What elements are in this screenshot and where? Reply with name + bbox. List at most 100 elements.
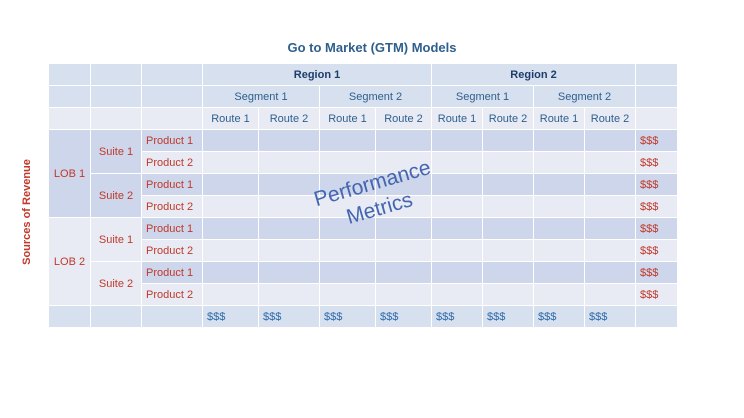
metric-cell bbox=[202, 261, 259, 284]
column-total: $$$ bbox=[258, 305, 320, 328]
suite-label: Suite 2 bbox=[90, 173, 142, 218]
metric-cell bbox=[482, 283, 535, 306]
empty-cell bbox=[90, 85, 142, 108]
product-row: LOB 1 Suite 1 Product 1 $$$ bbox=[48, 129, 679, 218]
metric-cell bbox=[431, 239, 484, 262]
empty-cell bbox=[635, 85, 679, 108]
product-row: Product 2 $$$ bbox=[48, 239, 679, 262]
region-1-header: Region 1 bbox=[201, 63, 433, 86]
segment-header: Segment 1 bbox=[431, 85, 535, 108]
metric-cell bbox=[258, 283, 320, 306]
metric-cell bbox=[202, 129, 259, 152]
metric-cell bbox=[202, 151, 259, 174]
product-row: Suite 2 Product 1 $$$ bbox=[48, 173, 679, 218]
suite-label: Suite 1 bbox=[90, 217, 142, 262]
segment-header: Segment 1 bbox=[202, 85, 320, 108]
segment-header: Segment 2 bbox=[533, 85, 637, 108]
column-total: $$$ bbox=[202, 305, 259, 328]
route-header: Route 1 bbox=[202, 107, 259, 130]
metric-cell bbox=[258, 151, 320, 174]
gtm-matrix: Region 1 Region 2 Segment 1 Segment 2 Se… bbox=[48, 63, 679, 328]
suite-label: Suite 1 bbox=[90, 129, 142, 174]
row-total: $$$ bbox=[635, 173, 679, 196]
product-row: Suite 2 Product 1 $$$ bbox=[48, 261, 679, 306]
metric-cell bbox=[202, 283, 259, 306]
empty-cell bbox=[141, 63, 203, 86]
metric-cell bbox=[202, 195, 259, 218]
metric-cell bbox=[584, 195, 637, 218]
metric-cell bbox=[533, 151, 586, 174]
sources-of-revenue-label: Sources of Revenue bbox=[21, 159, 33, 265]
empty-cell bbox=[48, 63, 91, 86]
metric-cell bbox=[319, 129, 376, 152]
metric-cell bbox=[374, 129, 433, 152]
route-header-row: Route 1 Route 2 Route 1 Route 2 Route 1 … bbox=[48, 107, 679, 130]
product-label: Product 1 bbox=[141, 261, 203, 284]
metric-cell bbox=[374, 283, 433, 306]
empty-cell bbox=[90, 107, 142, 130]
empty-cell bbox=[141, 85, 203, 108]
diagram-title: Go to Market (GTM) Models bbox=[287, 40, 457, 55]
route-header: Route 1 bbox=[431, 107, 484, 130]
metric-cell bbox=[533, 129, 586, 152]
product-row: Product 2 $$$ bbox=[48, 283, 679, 306]
metric-cell bbox=[319, 283, 376, 306]
row-total: $$$ bbox=[635, 129, 679, 152]
region-header-row: Region 1 Region 2 bbox=[48, 63, 679, 86]
empty-cell bbox=[635, 305, 679, 328]
suite-label: Suite 2 bbox=[90, 261, 142, 306]
empty-cell bbox=[48, 305, 91, 328]
metric-cell bbox=[431, 283, 484, 306]
region-2-header: Region 2 bbox=[431, 63, 637, 86]
metric-cell bbox=[584, 239, 637, 262]
empty-cell bbox=[635, 63, 679, 86]
column-total-row: $$$ $$$ $$$ $$$ $$$ $$$ $$$ $$$ bbox=[48, 305, 679, 328]
column-total: $$$ bbox=[533, 305, 586, 328]
metric-cell bbox=[482, 173, 535, 196]
product-row: Product 2 $$$ bbox=[48, 195, 679, 218]
metric-cell bbox=[482, 217, 535, 240]
product-row: Product 2 $$$ bbox=[48, 151, 679, 174]
metric-cell bbox=[482, 261, 535, 284]
metric-cell bbox=[482, 151, 535, 174]
row-total: $$$ bbox=[635, 283, 679, 306]
metric-cell bbox=[584, 151, 637, 174]
empty-cell bbox=[141, 107, 203, 130]
metric-cell bbox=[202, 239, 259, 262]
product-label: Product 2 bbox=[141, 283, 203, 306]
column-total: $$$ bbox=[319, 305, 376, 328]
metric-cell bbox=[482, 239, 535, 262]
product-label: Product 2 bbox=[141, 195, 203, 218]
metric-cell bbox=[202, 217, 259, 240]
empty-cell bbox=[90, 305, 142, 328]
metric-cell bbox=[533, 283, 586, 306]
lob-1-label: LOB 1 bbox=[48, 129, 91, 218]
route-header: Route 2 bbox=[482, 107, 535, 130]
column-total: $$$ bbox=[584, 305, 637, 328]
metric-cell bbox=[533, 261, 586, 284]
metric-cell bbox=[533, 195, 586, 218]
row-total: $$$ bbox=[635, 195, 679, 218]
row-total: $$$ bbox=[635, 151, 679, 174]
metric-cell bbox=[584, 129, 637, 152]
route-header: Route 1 bbox=[533, 107, 586, 130]
empty-cell bbox=[48, 85, 91, 108]
metric-cell bbox=[533, 173, 586, 196]
empty-cell bbox=[141, 305, 203, 328]
route-header: Route 2 bbox=[584, 107, 637, 130]
column-total: $$$ bbox=[374, 305, 433, 328]
segment-header-row: Segment 1 Segment 2 Segment 1 Segment 2 bbox=[48, 85, 679, 108]
product-label: Product 2 bbox=[141, 151, 203, 174]
metric-cell bbox=[202, 173, 259, 196]
column-total: $$$ bbox=[482, 305, 535, 328]
metric-cell bbox=[431, 261, 484, 284]
product-label: Product 1 bbox=[141, 129, 203, 152]
product-label: Product 1 bbox=[141, 173, 203, 196]
metric-cell bbox=[533, 239, 586, 262]
lob-2-label: LOB 2 bbox=[48, 217, 91, 306]
metric-cell bbox=[374, 261, 433, 284]
row-total: $$$ bbox=[635, 261, 679, 284]
product-label: Product 1 bbox=[141, 217, 203, 240]
row-total: $$$ bbox=[635, 217, 679, 240]
metric-cell bbox=[584, 173, 637, 196]
